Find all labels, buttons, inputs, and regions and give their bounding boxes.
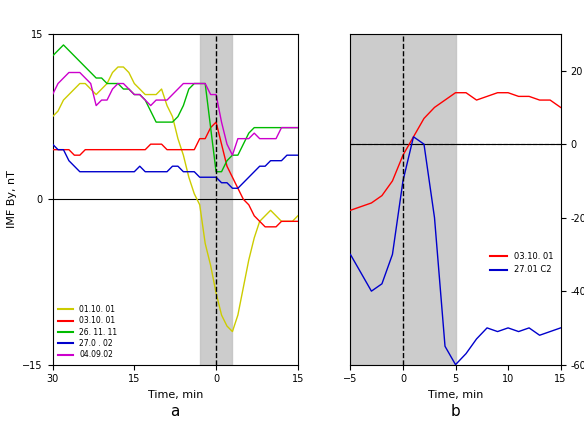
Text: a: a [171, 404, 180, 419]
Y-axis label: IMF By, nT: IMF By, nT [7, 170, 17, 228]
Legend: 01.10. 01, 03.10. 01, 26. 11. 11, 27.0 . 02, 04.09.02: 01.10. 01, 03.10. 01, 26. 11. 11, 27.0 .… [57, 304, 119, 361]
Text: b: b [451, 404, 460, 419]
Bar [200, 34, 232, 365]
Bar [350, 34, 456, 365]
X-axis label: Time, min: Time, min [148, 390, 203, 400]
X-axis label: Time, min: Time, min [428, 390, 483, 400]
Legend: 03.10. 01, 27.01 C2: 03.10. 01, 27.01 C2 [487, 249, 557, 278]
